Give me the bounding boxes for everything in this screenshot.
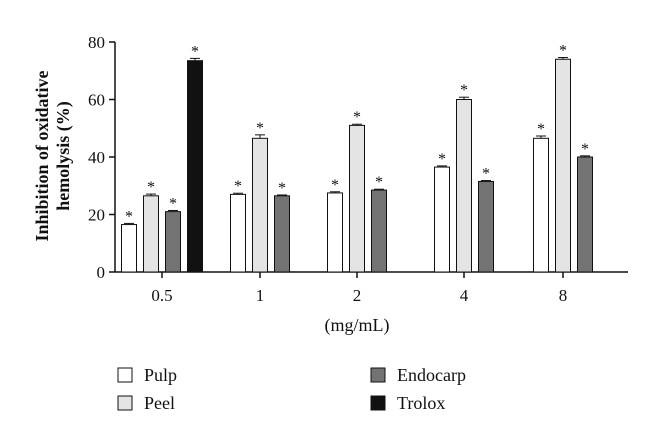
significance-star: *: [482, 166, 490, 183]
bar-peel-1: [252, 137, 268, 273]
significance-star: *: [331, 177, 339, 194]
legend-swatch-peel: [117, 395, 133, 411]
bars: * * * * * * * * * * * * * * * *: [121, 43, 593, 273]
legend-label-endocarp: Endocarp: [397, 365, 466, 385]
significance-star: *: [256, 120, 264, 137]
bar-pulp-0_5: [121, 224, 137, 273]
y-tick-label: 80: [88, 33, 105, 52]
legend-swatch-trolox: [370, 395, 386, 411]
significance-star: *: [169, 195, 177, 212]
significance-star: *: [581, 141, 589, 158]
significance-star: *: [353, 109, 361, 126]
x-axis-title: (mg/mL): [325, 315, 390, 336]
bar-endocarp-4: [478, 180, 494, 273]
bar-peel-8: [555, 58, 571, 273]
y-tick-label: 40: [88, 148, 105, 167]
bar-endocarp-1: [274, 195, 290, 273]
x-tick-label: 4: [460, 286, 469, 305]
bar-peel-0_5: [143, 195, 159, 273]
y-axis-title-line1: Inhibition of oxidative: [32, 70, 52, 241]
bar-peel-2: [349, 124, 365, 273]
significance-star: *: [438, 151, 446, 168]
y-tick-label: 20: [88, 206, 105, 225]
x-tick-label: 8: [559, 286, 568, 305]
significance-star: *: [191, 43, 199, 60]
y-tick-label: 0: [97, 263, 106, 282]
x-tick-label: 2: [353, 286, 362, 305]
y-tick-label: 60: [88, 91, 105, 110]
bar-trolox-0_5: [187, 60, 203, 273]
bar-endocarp-0_5: [165, 211, 181, 273]
legend-label-peel: Peel: [144, 393, 175, 413]
legend-swatch-pulp: [117, 367, 133, 383]
bar-endocarp-2: [371, 189, 387, 273]
significance-star: *: [147, 179, 155, 196]
y-axis-ticks: 0 20 40 60 80: [88, 33, 115, 282]
significance-star: *: [234, 178, 242, 195]
bar-pulp-8: [533, 137, 549, 273]
significance-star: *: [125, 208, 133, 225]
x-axis-ticks: 0.5 1 2 4 8: [151, 272, 567, 305]
significance-star: *: [559, 43, 567, 60]
significance-star: *: [537, 121, 545, 138]
bar-peel-4: [456, 99, 472, 273]
significance-star: *: [460, 82, 468, 99]
bar-endocarp-8: [577, 156, 593, 273]
bar-pulp-1: [230, 193, 246, 273]
significance-star: *: [278, 180, 286, 197]
x-tick-label: 1: [256, 286, 265, 305]
significance-star: *: [375, 174, 383, 191]
legend-label-trolox: Trolox: [397, 393, 445, 413]
legend-swatch-endocarp: [370, 367, 386, 383]
y-axis-title-line2: hemolysis (%): [53, 101, 74, 211]
bar-pulp-4: [434, 166, 450, 273]
plot-area: 0 20 40 60 80 0.5 1 2 4 8 * * * * * * * * * * * * * * * *: [88, 33, 628, 305]
legend-label-pulp: Pulp: [144, 365, 177, 385]
legend: Pulp Peel Endocarp Trolox: [117, 365, 466, 413]
x-tick-label: 0.5: [151, 286, 172, 305]
bar-pulp-2: [327, 192, 343, 273]
